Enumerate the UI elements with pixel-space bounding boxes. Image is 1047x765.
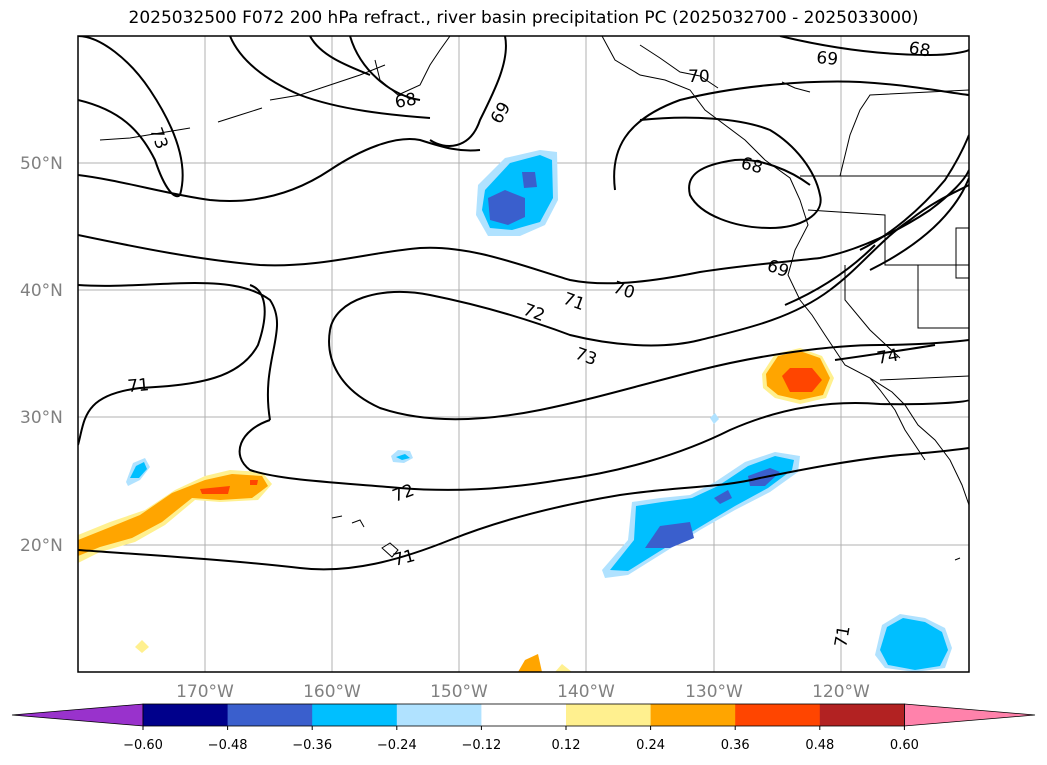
colorbar-tick-label: 0.48 (805, 738, 834, 753)
colorbar-frame (142, 703, 905, 727)
colorbar-extend-low (11, 703, 144, 727)
colorbar-segment (566, 704, 652, 726)
colorbar-segment (396, 704, 482, 726)
map-area (78, 36, 969, 672)
contour-label: 70 (688, 67, 710, 87)
longitude-labels: 170°W 160°W 150°W 140°W 130°W 120°W (176, 682, 870, 702)
map-title: 2025032500 F072 200 hPa refract., river … (128, 8, 919, 28)
lat-label: 30°N (20, 408, 63, 428)
colorbar-segment (481, 704, 567, 726)
lon-label: 140°W (557, 682, 615, 702)
colorbar-tick-label: 0.36 (721, 738, 750, 753)
colorbar-tick-label: −0.48 (208, 738, 248, 753)
colorbar-tick-label: −0.60 (123, 738, 163, 753)
contour-label: 69 (816, 48, 839, 70)
lon-label: 160°W (303, 682, 361, 702)
lat-label: 50°N (20, 154, 63, 174)
contour-label: 71 (831, 624, 854, 649)
lon-label: 130°W (685, 682, 743, 702)
precip-shading (78, 150, 952, 672)
colorbar-segment (650, 704, 736, 726)
contour-label: 71 (127, 375, 150, 397)
colorbar: −0.60 −0.48 −0.36 −0.24 −0.12 0.12 0.24 0.36 0.4… (11, 703, 1036, 753)
lat-label: 40°N (20, 281, 63, 301)
colorbar-segment (227, 704, 313, 726)
colorbar-tick-label: −0.36 (292, 738, 332, 753)
colorbar-tick-label: 0.24 (636, 738, 665, 753)
contour-label: 68 (393, 89, 418, 112)
colorbar-tick-label: 0.60 (890, 738, 919, 753)
colorbar-tick-label: −0.12 (461, 738, 501, 753)
lon-label: 170°W (176, 682, 234, 702)
colorbar-segment (735, 704, 821, 726)
contour-label: 74 (875, 345, 900, 368)
colorbar-segment (819, 704, 905, 726)
colorbar-tick-label: 0.12 (552, 738, 581, 753)
colorbar-extend-high (904, 703, 1036, 727)
lon-label: 150°W (430, 682, 488, 702)
map-frame (77, 35, 970, 673)
contour-label: 68 (907, 38, 932, 61)
contours (78, 36, 969, 571)
latitude-labels: 50°N 40°N 30°N 20°N (20, 154, 63, 556)
lat-label: 20°N (20, 536, 63, 556)
colorbar-segment (143, 704, 229, 726)
colorbar-segment (312, 704, 398, 726)
lon-label: 120°W (812, 682, 870, 702)
colorbar-tick-label: −0.24 (377, 738, 417, 753)
